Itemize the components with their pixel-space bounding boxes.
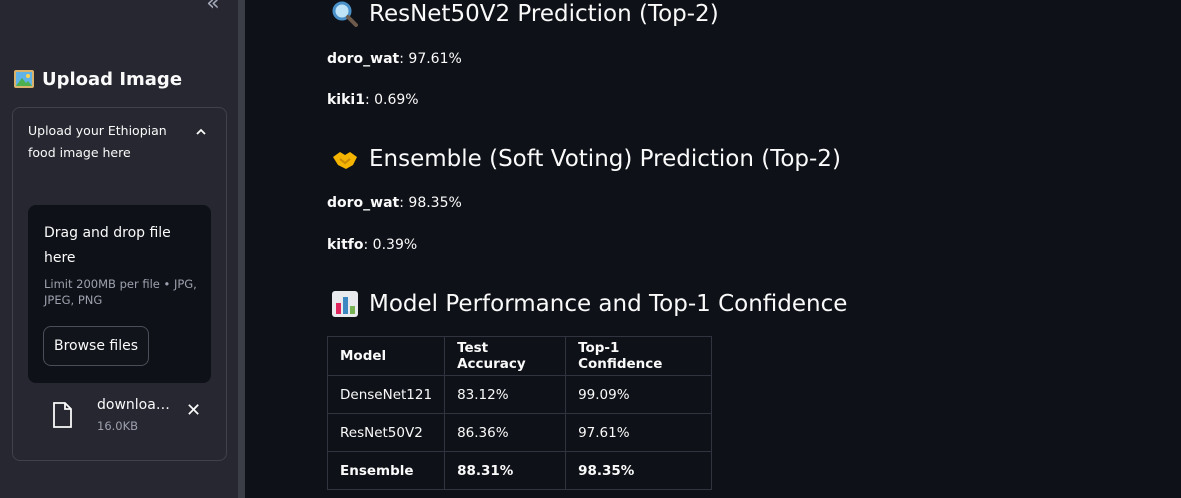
chevron-up-icon[interactable] [195, 126, 207, 138]
column-header-top1-confidence: Top-1 Confidence [565, 336, 713, 376]
uploader-label: Upload your Ethiopian food image here [28, 123, 167, 160]
table-cell: 97.61% [565, 413, 713, 452]
sidebar: « Upload Image Upload your Ethiopian foo… [0, 0, 238, 498]
framed-picture-icon [14, 70, 34, 88]
table-cell: Ensemble [326, 451, 446, 490]
table-cell: 83.12% [444, 375, 567, 414]
uploaded-file: download.jpg 16.0KB ✕ [51, 395, 221, 445]
table-row: DenseNet121 83.12% 99.09% [326, 375, 713, 414]
bar-chart-icon [332, 291, 358, 317]
resnet-pred-2: kiki1: 0.69% [327, 92, 419, 108]
performance-title: Model Performance and Top-1 Confidence [369, 291, 848, 317]
ensemble-pred-2: kitfo: 0.39% [327, 237, 418, 253]
table-cell: 88.31% [444, 451, 567, 490]
magnifier-icon [332, 1, 358, 27]
dropzone[interactable]: Drag and drop file here Limit 200MB per … [28, 205, 211, 383]
table-cell: DenseNet121 [326, 375, 446, 414]
resnet-heading: ResNet50V2 Prediction (Top-2) [331, 0, 719, 31]
sidebar-title: Upload Image [14, 66, 182, 92]
sidebar-resize-handle[interactable] [238, 0, 245, 498]
remove-file-button[interactable]: ✕ [186, 400, 202, 421]
performance-table: Model Test Accuracy Top-1 Confidence Den… [326, 336, 713, 490]
table-cell: 98.35% [565, 451, 713, 490]
resnet-title: ResNet50V2 Prediction (Top-2) [369, 1, 719, 27]
main-content: ResNet50V2 Prediction (Top-2) doro_wat: … [245, 0, 1181, 498]
table-cell: 86.36% [444, 413, 567, 452]
performance-heading: Model Performance and Top-1 Confidence [331, 287, 847, 321]
column-header-model: Model [326, 336, 446, 376]
file-icon [53, 402, 72, 428]
table-cell: ResNet50V2 [326, 413, 446, 452]
sidebar-title-text: Upload Image [42, 68, 183, 90]
ensemble-title: Ensemble (Soft Voting) Prediction (Top-2… [369, 146, 841, 172]
ensemble-pred-1: doro_wat: 98.35% [327, 195, 462, 211]
ensemble-heading: Ensemble (Soft Voting) Prediction (Top-2… [331, 142, 841, 176]
file-uploader: Upload your Ethiopian food image here Dr… [12, 107, 227, 461]
table-row: ResNet50V2 86.36% 97.61% [326, 413, 713, 452]
dropzone-limit: Limit 200MB per file • JPG, JPEG, PNG [44, 277, 197, 307]
table-header-row: Model Test Accuracy Top-1 Confidence [326, 336, 713, 376]
column-header-test-accuracy: Test Accuracy [444, 336, 567, 376]
table-cell: 99.09% [565, 375, 713, 414]
file-size: 16.0KB [97, 419, 139, 433]
dropzone-title: Drag and drop file here [44, 225, 171, 266]
handshake-icon [333, 152, 357, 169]
browse-files-button[interactable]: Browse files [43, 326, 149, 366]
collapse-sidebar-button[interactable]: « [206, 0, 220, 16]
resnet-pred-1: doro_wat: 97.61% [327, 51, 462, 67]
file-name: download.jpg [97, 397, 177, 413]
table-row: Ensemble 88.31% 98.35% [326, 451, 713, 490]
